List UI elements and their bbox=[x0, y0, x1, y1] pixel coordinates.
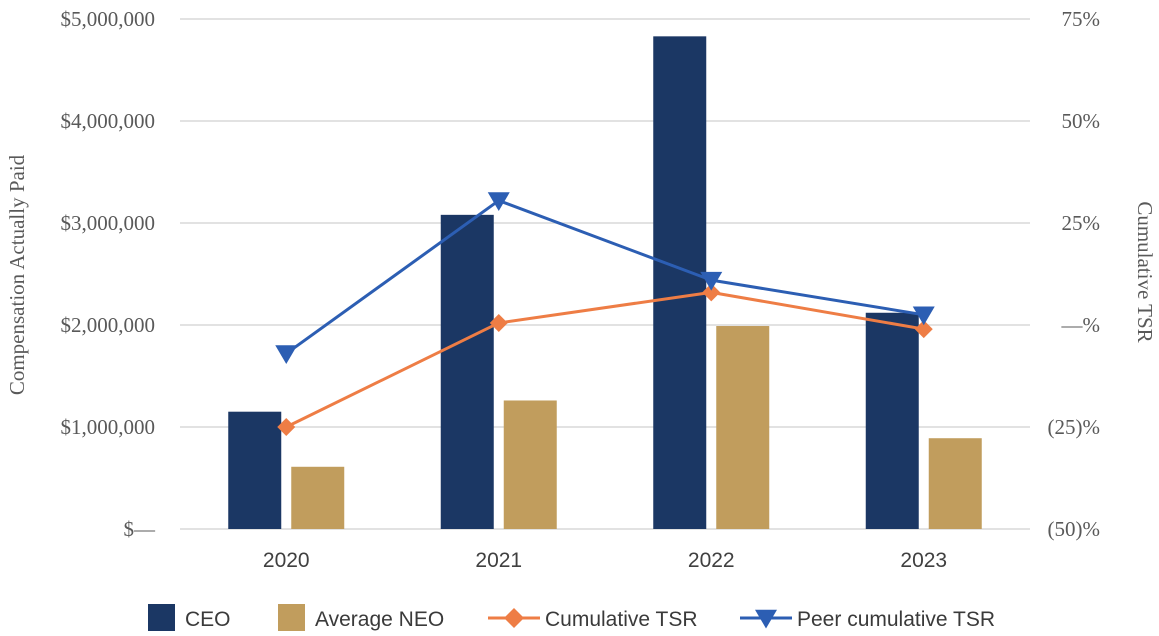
y2-tick-label: 25% bbox=[1062, 211, 1101, 235]
line-cumulative-tsr bbox=[285, 290, 925, 429]
y2-tick-label: 75% bbox=[1062, 7, 1101, 31]
bar-average-neo bbox=[928, 438, 982, 529]
bar-ceo bbox=[228, 411, 282, 529]
legend-item-average-neo: Average NEO bbox=[278, 604, 444, 631]
legend-label: Average NEO bbox=[315, 608, 444, 631]
legend-item-peer-cumulative-tsr: Peer cumulative TSR bbox=[740, 608, 995, 631]
x-tick-label: 2023 bbox=[900, 549, 947, 572]
legend-label: CEO bbox=[185, 608, 231, 631]
marker-peer-cumulative-tsr bbox=[700, 271, 723, 291]
left-axis-ticks: $— $1,000,000 $2,000,000 $3,000,000 $4,000,0… bbox=[61, 7, 157, 541]
legend-swatch-marker bbox=[755, 609, 777, 629]
x-axis-ticks: 2020 2021 2022 2023 bbox=[263, 549, 947, 572]
marker-peer-cumulative-tsr bbox=[275, 345, 298, 365]
bar-ceo bbox=[865, 312, 919, 529]
bar-average-neo bbox=[503, 400, 557, 529]
right-axis-ticks: (50)% (25)% —% 25% 50% 75% bbox=[1048, 7, 1100, 541]
y-tick-label: $2,000,000 bbox=[61, 313, 156, 337]
marker-peer-cumulative-tsr bbox=[912, 306, 935, 326]
y-tick-label: $3,000,000 bbox=[61, 211, 156, 235]
y2-axis-label: Cumulative TSR bbox=[1133, 201, 1157, 342]
legend-item-cumulative-tsr: Cumulative TSR bbox=[488, 608, 698, 631]
line-series bbox=[275, 192, 935, 436]
marker-cumulative-tsr bbox=[277, 418, 296, 436]
legend-label: Peer cumulative TSR bbox=[797, 608, 995, 631]
x-tick-label: 2021 bbox=[475, 549, 522, 572]
marker-cumulative-tsr bbox=[914, 320, 933, 339]
bar-average-neo bbox=[716, 326, 770, 529]
legend-label: Cumulative TSR bbox=[545, 608, 698, 631]
y-tick-label: $4,000,000 bbox=[61, 109, 156, 133]
y2-tick-label: (25)% bbox=[1048, 415, 1100, 439]
y-tick-label: $— bbox=[124, 517, 157, 541]
y-tick-label: $5,000,000 bbox=[61, 7, 156, 31]
marker-cumulative-tsr bbox=[489, 313, 508, 332]
legend-swatch-marker bbox=[504, 608, 524, 628]
y2-tick-label: 50% bbox=[1062, 109, 1101, 133]
marker-peer-cumulative-tsr bbox=[487, 192, 510, 212]
legend-item-ceo: CEO bbox=[148, 604, 231, 631]
y2-tick-label: (50)% bbox=[1048, 517, 1100, 541]
bar-ceo bbox=[653, 36, 707, 530]
bar-ceo bbox=[440, 214, 494, 529]
bars bbox=[228, 36, 982, 530]
y-axis-label: Compensation Actually Paid bbox=[5, 154, 29, 395]
bar-average-neo bbox=[291, 466, 345, 529]
line-peer-cumulative-tsr bbox=[285, 199, 924, 355]
legend: CEO Average NEO Cumulative TSR Peer cumulat… bbox=[148, 604, 995, 631]
y2-tick-label: —% bbox=[1061, 313, 1101, 337]
y-tick-label: $1,000,000 bbox=[61, 415, 156, 439]
x-tick-label: 2022 bbox=[688, 549, 735, 572]
legend-swatch bbox=[148, 604, 175, 631]
x-tick-label: 2020 bbox=[263, 549, 310, 572]
marker-cumulative-tsr bbox=[702, 283, 721, 302]
legend-swatch bbox=[278, 604, 305, 631]
